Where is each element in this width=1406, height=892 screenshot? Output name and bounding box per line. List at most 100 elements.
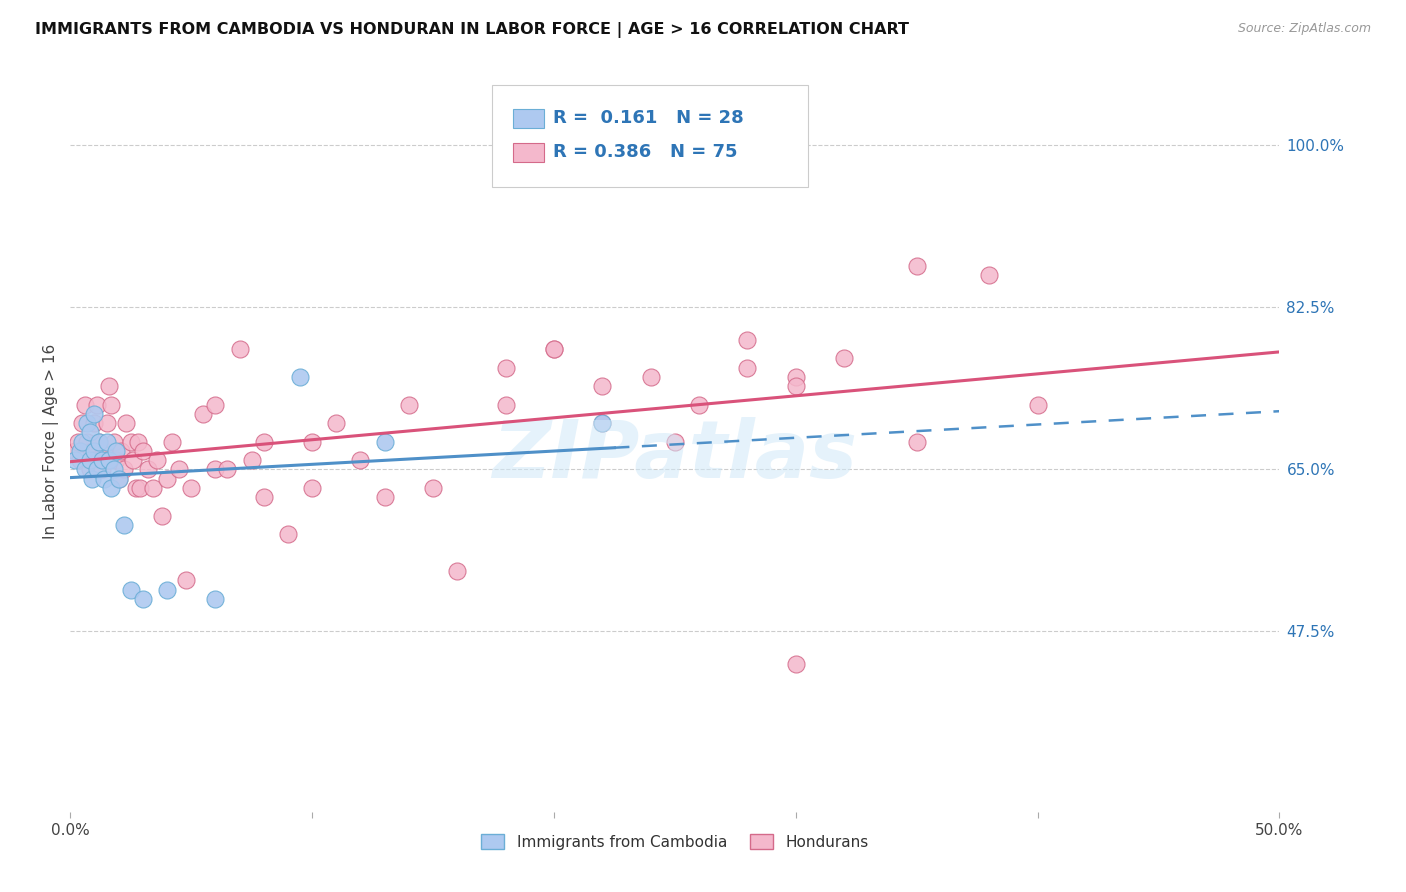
Point [96,434,118,449]
Point [398,398,420,412]
Point [905,434,928,449]
Point [301,434,323,449]
Point [73,462,96,476]
Point [785,657,807,671]
Point [146,453,169,467]
Point [543,342,565,356]
Point [325,416,347,430]
Point [100,398,122,412]
Point [120,582,142,597]
Point [374,490,396,504]
Point [640,369,662,384]
Point [132,591,155,606]
Point [100,481,122,495]
Point [495,398,517,412]
Text: R = 0.386   N = 75: R = 0.386 N = 75 [553,143,737,161]
Point [543,342,565,356]
Point [150,508,173,523]
Point [176,574,198,588]
Point [79,425,101,440]
Point [69,453,91,467]
Point [89,434,111,449]
Point [98,453,121,467]
Point [277,527,299,541]
Point [80,443,103,458]
Point [83,453,105,467]
Point [288,369,311,384]
Point [63,453,86,467]
Point [93,443,115,458]
Point [591,416,613,430]
Point [737,333,759,347]
Point [180,481,202,495]
Point [76,434,98,449]
Point [167,462,190,476]
Point [86,462,108,476]
Point [112,517,135,532]
Point [89,434,111,449]
Point [96,416,118,430]
Point [83,416,105,430]
Point [136,462,159,476]
Point [785,379,807,393]
Point [156,472,179,486]
Point [83,443,105,458]
Point [204,398,226,412]
Point [124,481,146,495]
Point [204,591,226,606]
Point [93,472,115,486]
Point [122,453,145,467]
Point [1026,398,1049,412]
Point [785,369,807,384]
Legend: Immigrants from Cambodia, Hondurans: Immigrants from Cambodia, Hondurans [475,828,875,856]
Point [73,398,96,412]
Point [90,462,112,476]
Point [495,360,517,375]
Point [127,434,149,449]
Point [737,360,759,375]
Point [79,462,101,476]
Text: IMMIGRANTS FROM CAMBODIA VS HONDURAN IN LABOR FORCE | AGE > 16 CORRELATION CHART: IMMIGRANTS FROM CAMBODIA VS HONDURAN IN … [35,22,910,38]
Point [129,481,152,495]
Point [107,472,129,486]
Point [63,443,86,458]
Point [103,462,125,476]
Point [107,472,129,486]
Point [591,416,613,430]
Point [79,453,101,467]
Point [110,443,132,458]
Point [103,434,125,449]
Point [69,443,91,458]
Point [132,443,155,458]
Point [76,416,98,430]
Point [141,481,163,495]
Text: R =  0.161   N = 28: R = 0.161 N = 28 [553,109,744,127]
Point [204,462,226,476]
Point [253,434,276,449]
Point [301,481,323,495]
Point [422,481,444,495]
Point [96,453,118,467]
Point [979,268,1001,282]
Text: ZIPatlas: ZIPatlas [492,417,858,495]
Point [240,453,263,467]
Point [83,407,105,421]
Point [72,416,94,430]
Point [905,259,928,273]
Point [156,582,179,597]
Point [832,351,855,366]
Point [66,434,89,449]
Point [664,434,686,449]
Point [374,434,396,449]
Point [80,472,103,486]
Point [90,453,112,467]
Point [86,398,108,412]
Point [253,490,276,504]
Point [591,379,613,393]
Point [120,434,142,449]
Point [115,416,138,430]
Point [105,443,128,458]
Y-axis label: In Labor Force | Age > 16: In Labor Force | Age > 16 [44,344,59,539]
Point [349,453,371,467]
Point [688,398,710,412]
